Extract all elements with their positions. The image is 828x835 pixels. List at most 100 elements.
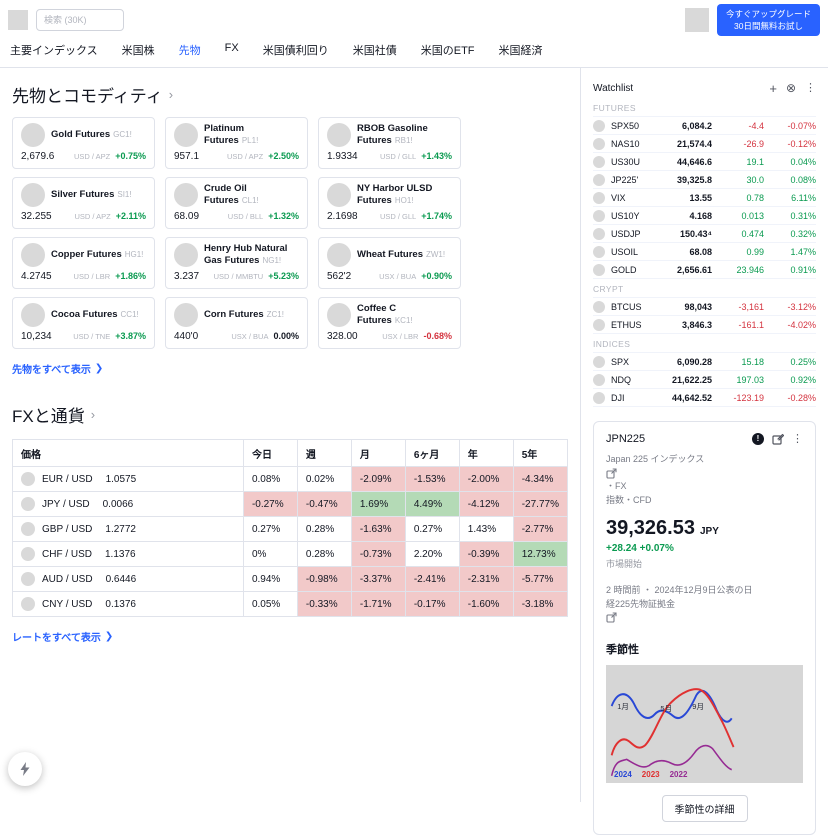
fx-percent-cell: -27.77% bbox=[512, 491, 569, 517]
close-circle-icon[interactable]: ⊗ bbox=[785, 81, 796, 95]
watchlist-symbol: NAS10 bbox=[593, 137, 650, 150]
nav-item-indices[interactable]: 主要インデックス bbox=[10, 45, 98, 57]
nav-item-us-yields[interactable]: 米国債利回り bbox=[262, 45, 329, 57]
fx-pair-cell[interactable]: AUD / USD 0.6446 bbox=[12, 566, 244, 592]
futures-card-meta: USD / LBR +1.86% bbox=[74, 271, 146, 281]
watchlist-row[interactable]: SPX 6,090.28 15.18 0.25% bbox=[593, 353, 816, 371]
watchlist-row[interactable]: ETHUS 3,846.3 -161.1 -4.02% bbox=[593, 316, 816, 334]
news-item[interactable]: 2 時間前 ・ 2024年12月9日公表の日 経225先物証拠金 bbox=[606, 584, 803, 625]
fx-pair-cell[interactable]: EUR / USD 1.0575 bbox=[12, 466, 244, 492]
kebab-menu-icon[interactable]: ⋮ bbox=[805, 81, 816, 94]
watchlist-last-value: 21,622.25 bbox=[671, 374, 712, 385]
seasonality-details-button[interactable]: 季節性の詳細 bbox=[661, 794, 748, 822]
watchlist-row[interactable]: USDJP 150.43⁴ 0.474 0.32% bbox=[593, 225, 816, 243]
futures-card[interactable]: Wheat Futures ZW1! 562'2 USX / BUA +0.90% bbox=[318, 237, 461, 289]
fx-pair-cell[interactable]: JPY / USD 0.0066 bbox=[12, 491, 244, 517]
futures-card[interactable]: Gold Futures GC1! 2,679.6 USD / APZ +0.75% bbox=[12, 117, 155, 169]
futures-card-meta: USD / GLL +1.43% bbox=[380, 151, 452, 161]
futures-card-name: Coffee C Futures KC1! bbox=[357, 303, 413, 326]
futures-card[interactable]: Corn Futures ZC1! 440'0 USX / BUA 0.00% bbox=[165, 297, 308, 349]
nav-item-us-etf[interactable]: 米国のETF bbox=[420, 45, 475, 57]
watchlist-row[interactable]: GOLD 2,656.61 23.946 0.91% bbox=[593, 261, 816, 279]
futures-card-quote: 1.9334 USD / GLL +1.43% bbox=[327, 151, 452, 162]
watchlist-symbol-name: JP225' bbox=[611, 174, 639, 185]
fx-percent-cell: -0.39% bbox=[458, 541, 514, 567]
watchlist-row[interactable]: US30U 44,646.6 19.1 0.04% bbox=[593, 153, 816, 171]
detail-symbol[interactable]: JPN225 bbox=[606, 432, 646, 445]
upgrade-button[interactable]: 今すぐアップグレード 30日間無料お試し bbox=[716, 3, 820, 37]
watchlist-row[interactable]: SPX50 6,084.2 -4.4 -0.07% bbox=[593, 117, 816, 135]
futures-card-quote: 562'2 USX / BUA +0.90% bbox=[327, 271, 452, 282]
futures-card[interactable]: Coffee C Futures KC1! 328.00 USX / LBR -0.68… bbox=[318, 297, 461, 349]
futures-card[interactable]: Henry Hub Natural Gas Futures NG1! 3.237 US… bbox=[165, 237, 308, 289]
fx-table-row[interactable]: JPY / USD 0.0066 -0.27% -0.47% 1.69% 4.49% -4.… bbox=[12, 491, 569, 517]
watchlist-row[interactable]: JP225' 39,325.8 30.0 0.08% bbox=[593, 171, 816, 189]
futures-card-unit: USD / LBR bbox=[73, 272, 111, 281]
watchlist-row[interactable]: DJI 44,642.52 -123.19 -0.28% bbox=[593, 389, 816, 407]
fx-pair-price: 1.0575 bbox=[105, 473, 137, 485]
seasonality-chart[interactable]: 1月 5月 9月 2024 2023 2022 bbox=[606, 664, 803, 783]
futures-card[interactable]: RBOB Gasoline Futures RB1! 1.9334 USD / GLL… bbox=[318, 117, 461, 169]
nav-item-us-stocks[interactable]: 米国株 bbox=[121, 45, 155, 57]
futures-card-change: +0.90% bbox=[421, 271, 452, 281]
search-input[interactable] bbox=[36, 9, 124, 31]
watchlist-row[interactable]: NDQ 21,622.25 197.03 0.92% bbox=[593, 371, 816, 389]
edit-icon[interactable] bbox=[772, 433, 784, 445]
quick-actions-fab[interactable] bbox=[8, 752, 42, 786]
futures-card-unit: USD / BLL bbox=[227, 212, 264, 221]
futures-card-header: Platinum Futures PL1! bbox=[174, 123, 299, 147]
watchlist-row[interactable]: BTCUS 98,043 -3,161 -3.12% bbox=[593, 298, 816, 316]
watchlist-last-value: 6,090.28 bbox=[676, 356, 712, 367]
news-line1: 2 時間前 ・ 2024年12月9日公表の日 bbox=[606, 585, 753, 595]
watchlist-symbol: JP225' bbox=[593, 173, 650, 186]
futures-card-name: RBOB Gasoline Futures RB1! bbox=[357, 123, 428, 146]
nav-item-fx[interactable]: FX bbox=[224, 42, 239, 54]
nav-item-futures[interactable]: 先物 bbox=[178, 45, 201, 57]
futures-card[interactable]: Platinum Futures PL1! 957.1 USD / APZ +2.50% bbox=[165, 117, 308, 169]
fx-section-title[interactable]: FXと通貨 › bbox=[12, 402, 568, 427]
chevron-right-icon: ❯ bbox=[94, 363, 104, 374]
fx-table-row[interactable]: CNY / USD 0.1376 0.05% -0.33% -1.71% -0.17% -1… bbox=[12, 591, 569, 617]
watchlist-row[interactable]: US10Y 4.168 0.013 0.31% bbox=[593, 207, 816, 225]
currency-flag-icon bbox=[21, 597, 35, 611]
currency-flag-icon bbox=[21, 497, 35, 511]
futures-card[interactable]: Copper Futures HG1! 4.2745 USD / LBR +1.86% bbox=[12, 237, 155, 289]
futures-card-change: +3.87% bbox=[115, 331, 146, 341]
kebab-menu-icon[interactable]: ⋮ bbox=[792, 433, 803, 445]
nav-item-us-bonds[interactable]: 米国社債 bbox=[352, 45, 397, 57]
fx-table-row[interactable]: EUR / USD 1.0575 0.08% 0.02% -2.09% -1.53% -2.… bbox=[12, 466, 569, 492]
external-link-icon[interactable] bbox=[606, 468, 617, 479]
fx-percent-cell: -0.73% bbox=[350, 541, 406, 567]
watchlist-change: 0.474 bbox=[741, 228, 764, 239]
futures-card-meta: USX / BUA 0.00% bbox=[231, 331, 299, 341]
futures-card-price: 3.237 bbox=[174, 271, 200, 282]
avatar[interactable] bbox=[684, 8, 709, 32]
futures-card[interactable]: NY Harbor ULSD Futures HO1! 2.1698 USD / GL… bbox=[318, 177, 461, 229]
info-icon[interactable]: ! bbox=[752, 432, 764, 445]
fx-pair-cell[interactable]: CHF / USD 1.1376 bbox=[12, 541, 244, 567]
watchlist-row[interactable]: NAS10 21,574.4 -26.9 -0.12% bbox=[593, 135, 816, 153]
show-all-rates-link[interactable]: レートをすべて表示 ❯ bbox=[12, 629, 113, 644]
fx-table-row[interactable]: CHF / USD 1.1376 0% 0.28% -0.73% 2.20% -0.39% 1… bbox=[12, 541, 569, 567]
futures-card[interactable]: Cocoa Futures CC1! 10,234 USD / TNE +3.87% bbox=[12, 297, 155, 349]
show-all-futures-link[interactable]: 先物をすべて表示 ❯ bbox=[12, 361, 103, 376]
instrument-logo-icon bbox=[174, 243, 198, 267]
app-logo[interactable] bbox=[8, 10, 28, 30]
add-symbol-icon[interactable]: + bbox=[769, 80, 777, 96]
futures-card[interactable]: Crude Oil Futures CL1! 68.09 USD / BLL +1.32… bbox=[165, 177, 308, 229]
watchlist-change: -3,161 bbox=[738, 301, 764, 312]
futures-card[interactable]: Silver Futures SI1! 32.255 USD / APZ +2.11% bbox=[12, 177, 155, 229]
watchlist-last-value: 13.55 bbox=[689, 192, 712, 203]
fx-table-row[interactable]: AUD / USD 0.6446 0.94% -0.98% -3.37% -2.41% -2… bbox=[12, 566, 569, 592]
watchlist-symbol-name: BTCUS bbox=[611, 301, 642, 312]
fx-table-row[interactable]: GBP / USD 1.2772 0.27% 0.28% -1.63% 0.27% 1.43… bbox=[12, 516, 569, 542]
watchlist-row[interactable]: VIX 13.55 0.78 6.11% bbox=[593, 189, 816, 207]
fx-pair-cell[interactable]: GBP / USD 1.2772 bbox=[12, 516, 244, 542]
futures-section-title[interactable]: 先物とコモディティ › bbox=[12, 82, 568, 107]
futures-card-meta: USX / BUA +0.90% bbox=[379, 271, 452, 281]
nav-item-us-economy[interactable]: 米国経済 bbox=[498, 45, 543, 57]
watchlist-row[interactable]: USOIL 68.08 0.99 1.47% bbox=[593, 243, 816, 261]
fx-percent-cell: -0.33% bbox=[296, 591, 352, 617]
fx-pair-cell[interactable]: CNY / USD 0.1376 bbox=[12, 591, 244, 617]
futures-card-change: 0.00% bbox=[273, 331, 299, 341]
